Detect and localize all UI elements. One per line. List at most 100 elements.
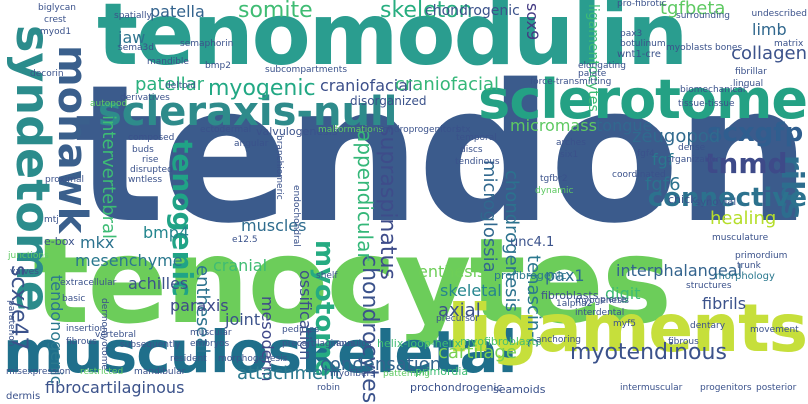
word-ligamentocytes: ligamentocytes	[586, 4, 600, 112]
word-dense: dense	[678, 144, 705, 153]
word-mandibular: mandibular	[134, 368, 185, 377]
word-decorin: decorin	[30, 70, 64, 79]
word-rise: rise	[142, 156, 158, 165]
word-mkx: mkx	[80, 235, 114, 251]
word-composed: composed	[128, 134, 174, 143]
word-wnt1-cre: wnt1-cre	[617, 50, 661, 60]
word-crest: crest	[44, 16, 66, 25]
word-myofibroblasts: myofibroblasts	[460, 336, 541, 347]
word-primordium: primordium	[735, 252, 787, 261]
word-synovial: synovial	[695, 198, 736, 208]
word-sox9: sox9	[524, 3, 540, 40]
word-arches: arches	[556, 139, 586, 148]
word-dermomyotome: dermomyotome	[99, 298, 108, 370]
word-spatially: spatially	[114, 12, 152, 21]
word-enthesis: enthesis	[418, 264, 485, 280]
word-morphogenesis: morphogenesis	[218, 355, 287, 364]
word-intermuscular: intermuscular	[620, 384, 682, 393]
word-unc4.1: unc4.1	[510, 236, 554, 249]
word-derivatives: derivatives	[120, 94, 170, 103]
word-cranial: cranial	[213, 258, 267, 274]
word-skeleton: myogenic	[208, 78, 316, 100]
word-sema3d: sema3d	[118, 44, 154, 53]
word-helix-loop-helix: helix-loop-helix	[377, 338, 461, 349]
word-subcompartments: subcompartments	[265, 66, 347, 75]
word-micromass: micromass	[510, 118, 597, 134]
word-btx: btx	[456, 126, 471, 135]
word-surrounding: surrounding	[676, 12, 730, 21]
word-progenitors: progenitors	[700, 384, 752, 393]
word-chondroprogenitors: chondroprogenitors	[372, 126, 460, 135]
word-disorganized: disorganized	[350, 95, 426, 107]
word-myf5: myf5	[613, 320, 636, 329]
word-mtj: mtj	[44, 216, 59, 225]
word-deltoid: deltoid	[165, 82, 196, 91]
word-myogenesis: myogenesis	[575, 297, 629, 306]
word-precartilaginous: precartilaginous	[282, 340, 355, 349]
word-achilles: achilles	[128, 276, 188, 292]
word-patella: patella	[150, 4, 205, 20]
word-junctions: junctions	[8, 252, 49, 261]
word-e12.5: e12.5	[232, 236, 258, 245]
word-chick: chick	[668, 194, 697, 205]
word-buds: buds	[132, 146, 154, 155]
word-myogenic: chondrogenic	[425, 4, 520, 18]
word-valves: valves	[10, 268, 39, 277]
word-tgfbeta: limb	[752, 22, 787, 38]
word-paratenon: paratenon	[6, 300, 15, 346]
word-muscular: muscular	[190, 329, 232, 338]
word-endochondral: endochondral	[291, 185, 300, 247]
word-joint: joint	[225, 312, 260, 328]
word-paraxis: paraxis	[170, 298, 229, 314]
word-craniofacial: craniofacial	[395, 76, 499, 94]
word-discs: discs	[460, 146, 483, 155]
word-disrupted: disrupted	[130, 166, 173, 175]
word-bmp4: bmp4	[143, 225, 189, 241]
word-temporal: temporal	[456, 134, 497, 143]
word-fgf4: fgf4	[637, 150, 655, 159]
word-intervertebral: intervertebral	[99, 115, 117, 239]
word-musculature: musculature	[712, 234, 768, 243]
word-matrix: matrix	[774, 40, 803, 49]
word-bmp2: bmp2	[205, 62, 231, 71]
word-profibrogenic: profibrogenic	[494, 270, 567, 281]
word-mesenchyme: mesenchyme	[75, 253, 183, 269]
word-posterior: posterior	[756, 384, 796, 393]
word-lingual: lingual	[733, 80, 763, 89]
word-organization: organization	[666, 156, 722, 165]
word-pedicles: pedicles	[282, 326, 319, 335]
word-pro-fibrotic: pro-fibrotic	[617, 0, 667, 9]
word-appendicular: appendicular	[355, 130, 375, 261]
word-skeletal: skeletal	[440, 283, 502, 299]
word-bones: bones	[715, 44, 742, 53]
word-angular: angular	[234, 140, 268, 149]
word-tissue-tissue: tissue-tissue	[678, 100, 735, 109]
word-myotendinous: myotendinous	[570, 342, 727, 364]
word-extracellular: extracellular	[60, 279, 116, 288]
word-tgfbr2: tgfbr2	[540, 175, 568, 184]
word-precursor: precursor	[436, 315, 479, 324]
word-fibrocartilaginous: fibrocartilaginous	[45, 380, 184, 396]
word-myoblasts: myoblasts	[666, 44, 712, 53]
word-trunk: trunk	[737, 262, 761, 271]
word-dentary: dentary	[690, 322, 725, 331]
word-dynamic: dynamic	[535, 187, 573, 196]
word-interdental: interdental	[575, 309, 624, 318]
word-supraspinatus: supraspinatus	[376, 125, 398, 280]
word-botulinum: botulinum	[620, 40, 666, 49]
word-fibrils: fibrils	[702, 296, 746, 312]
word-misexpression: misexpression	[6, 368, 71, 377]
word-subsequently: subsequently	[120, 341, 180, 350]
word-coordinated: coordinated	[612, 171, 666, 180]
word-e-box: e-box	[44, 236, 75, 247]
word-mandible: mandible	[147, 58, 189, 67]
word-fibrous: fibrous	[66, 338, 97, 347]
word-wntless: wntless	[128, 176, 162, 185]
word-microglossia: microglossia	[480, 160, 498, 273]
word-shelf: shelf	[316, 272, 338, 281]
word-embryos: embryos	[190, 340, 229, 349]
word-dermis: dermis	[6, 392, 40, 402]
word-palate: palate	[578, 70, 606, 79]
word-resident: resident	[170, 355, 207, 364]
